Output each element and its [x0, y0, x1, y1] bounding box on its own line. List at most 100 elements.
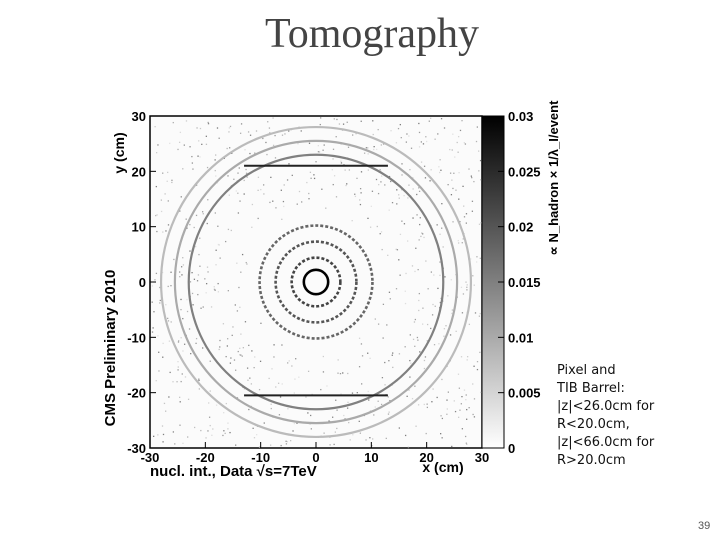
- noise-dot: [177, 341, 180, 343]
- noise-dot: [422, 307, 424, 309]
- noise-dot: [167, 320, 170, 322]
- noise-dot: [281, 134, 284, 136]
- noise-dot: [409, 334, 411, 336]
- noise-dot: [375, 148, 378, 151]
- noise-dot: [267, 121, 269, 123]
- noise-dot: [453, 400, 455, 402]
- noise-dot: [439, 233, 441, 235]
- noise-dot: [176, 381, 178, 383]
- noise-dot: [389, 298, 391, 300]
- noise-dot: [219, 346, 221, 348]
- noise-dot: [439, 301, 441, 304]
- detector-ring: [173, 139, 459, 425]
- region-note: Pixel and TIB Barrel: |z|<26.0cm for R<2…: [557, 362, 677, 470]
- noise-dot: [197, 274, 200, 276]
- noise-dot: [333, 118, 335, 120]
- noise-dot: [337, 359, 339, 361]
- noise-dot: [215, 175, 217, 177]
- noise-dot: [251, 203, 254, 206]
- noise-dot: [217, 291, 220, 293]
- noise-dot: [417, 268, 419, 271]
- noise-dot: [297, 143, 299, 145]
- noise-dot: [210, 306, 213, 308]
- noise-dot: [398, 353, 401, 355]
- noise-dot: [318, 151, 321, 153]
- noise-dot: [209, 390, 211, 392]
- noise-dot: [160, 210, 163, 213]
- noise-dot: [380, 144, 382, 146]
- noise-dot: [244, 321, 247, 323]
- noise-dot: [406, 395, 408, 397]
- noise-dot: [215, 154, 217, 156]
- z-tick-label: 0.025: [508, 164, 541, 179]
- noise-dot: [212, 428, 214, 430]
- noise-dot: [344, 418, 346, 420]
- noise-dot: [179, 131, 182, 134]
- noise-dot: [182, 168, 184, 170]
- noise-dot: [333, 443, 335, 446]
- noise-dot: [256, 433, 258, 436]
- x-tick-label: 20: [419, 450, 433, 465]
- noise-dot: [179, 401, 181, 403]
- noise-dot: [347, 146, 350, 148]
- noise-dot: [473, 284, 475, 286]
- noise-dot: [468, 168, 470, 170]
- noise-dot: [322, 355, 325, 358]
- noise-dot: [422, 323, 424, 325]
- noise-dot: [326, 385, 328, 387]
- noise-dot: [335, 399, 337, 401]
- noise-dot: [404, 434, 407, 437]
- noise-dot: [404, 290, 406, 292]
- noise-dot: [396, 249, 399, 251]
- noise-dot: [471, 176, 473, 179]
- noise-dot: [406, 240, 409, 242]
- noise-dot: [408, 389, 410, 391]
- noise-dot: [199, 237, 201, 239]
- noise-dot: [262, 137, 264, 140]
- noise-dot: [157, 434, 159, 436]
- noise-dot: [163, 402, 166, 405]
- noise-dot: [359, 199, 361, 201]
- noise-dot: [418, 146, 421, 148]
- noise-dot: [411, 397, 414, 400]
- noise-dot: [214, 169, 216, 172]
- noise-dot: [195, 214, 198, 217]
- noise-dot: [223, 412, 225, 414]
- noise-dot: [155, 214, 157, 217]
- noise-dot: [401, 174, 403, 176]
- noise-dot: [243, 179, 245, 182]
- noise-dot: [273, 356, 275, 358]
- noise-dot: [367, 153, 369, 155]
- noise-dot: [215, 249, 217, 251]
- noise-dot: [320, 388, 322, 391]
- noise-dot: [162, 433, 165, 436]
- noise-dot: [169, 371, 171, 374]
- noise-dot: [189, 250, 191, 252]
- noise-dot: [288, 360, 290, 362]
- noise-dot: [336, 427, 338, 430]
- noise-dot: [425, 260, 427, 262]
- noise-dot: [408, 135, 410, 137]
- noise-dot: [239, 354, 241, 356]
- noise-dot: [257, 189, 259, 192]
- noise-dot: [470, 258, 472, 260]
- noise-dot: [225, 402, 227, 405]
- noise-dot: [418, 187, 420, 189]
- noise-dot: [409, 376, 411, 378]
- noise-dot: [195, 342, 197, 345]
- noise-dot: [407, 197, 409, 199]
- noise-dot: [351, 392, 354, 394]
- noise-dot: [414, 318, 417, 321]
- noise-dot: [157, 335, 159, 337]
- noise-dot: [438, 166, 440, 168]
- noise-dot: [249, 134, 252, 136]
- noise-dot: [281, 383, 283, 385]
- noise-dot: [161, 271, 164, 274]
- noise-dot: [446, 413, 448, 415]
- noise-dot: [405, 272, 407, 275]
- z-axis-label: ∝ N_hadron × 1/λ_I/event: [546, 100, 561, 256]
- noise-dot: [370, 205, 372, 208]
- noise-dot: [152, 327, 154, 329]
- noise-dot: [433, 344, 436, 346]
- color-scale-ticks: 0.03 0.025 0.02 0.015 0.01 0.005 0: [498, 109, 541, 456]
